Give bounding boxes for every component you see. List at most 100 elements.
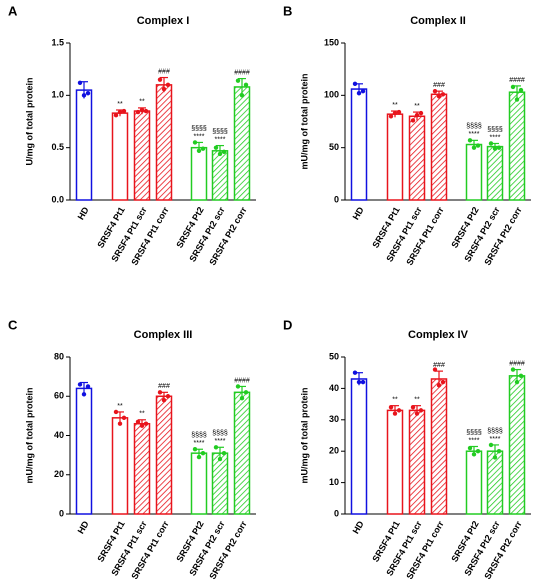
significance: ### bbox=[158, 383, 170, 390]
y-tick-label: 30 bbox=[329, 414, 339, 424]
significance: **** bbox=[490, 436, 501, 443]
y-axis-label: mU/mg of total protein bbox=[299, 388, 309, 484]
data-point bbox=[418, 110, 424, 116]
data-point bbox=[410, 118, 416, 123]
y-tick-label: 0 bbox=[334, 194, 339, 204]
y-tick-label: 0 bbox=[334, 508, 339, 518]
data-point bbox=[139, 107, 145, 113]
x-tick-label: HD bbox=[76, 519, 91, 536]
y-tick-label: 0.0 bbox=[51, 194, 64, 204]
chart-title: Complex II bbox=[410, 15, 466, 27]
bar bbox=[75, 89, 93, 201]
data-point bbox=[514, 379, 520, 385]
significance: #### bbox=[234, 377, 250, 384]
significance: ** bbox=[139, 99, 145, 106]
data-point bbox=[192, 140, 198, 145]
significance: **** bbox=[490, 134, 501, 141]
data-point bbox=[510, 84, 516, 90]
data-point bbox=[235, 78, 241, 83]
y-tick-label: 60 bbox=[54, 391, 64, 401]
y-axis-label: mU/mg of total protein bbox=[299, 74, 309, 170]
data-point bbox=[161, 86, 167, 92]
bar bbox=[233, 86, 251, 201]
significance: **** bbox=[194, 440, 205, 447]
data-point bbox=[488, 141, 494, 146]
data-point bbox=[518, 373, 524, 379]
data-point bbox=[157, 77, 163, 82]
bar bbox=[133, 110, 151, 201]
bar bbox=[155, 84, 173, 201]
data-point bbox=[117, 109, 123, 115]
y-tick-label: 20 bbox=[54, 469, 64, 479]
bar bbox=[486, 145, 504, 201]
significance: **** bbox=[469, 131, 480, 138]
data-point bbox=[217, 456, 223, 462]
data-point bbox=[475, 143, 481, 148]
significance: ### bbox=[158, 68, 170, 75]
data-point bbox=[217, 151, 223, 157]
bar bbox=[233, 391, 251, 515]
data-point bbox=[356, 91, 362, 96]
chart-title: Complex I bbox=[137, 15, 190, 27]
x-tick-label: HD bbox=[351, 205, 366, 222]
data-point bbox=[213, 145, 219, 150]
y-tick-label: 40 bbox=[329, 383, 339, 393]
bar bbox=[430, 378, 448, 515]
data-point bbox=[471, 145, 477, 150]
data-point bbox=[414, 411, 420, 416]
data-point bbox=[410, 405, 416, 410]
bar bbox=[111, 112, 129, 201]
significance: ** bbox=[139, 411, 145, 418]
significance: **** bbox=[215, 438, 226, 445]
data-point bbox=[471, 452, 477, 457]
data-point bbox=[157, 390, 163, 395]
x-tick-label: HD bbox=[76, 205, 91, 222]
data-point bbox=[143, 108, 149, 114]
data-point bbox=[440, 379, 446, 385]
y-tick-label: 100 bbox=[324, 90, 339, 100]
bar bbox=[408, 115, 426, 201]
y-tick-label: 50 bbox=[329, 142, 339, 152]
significance: §§§§ bbox=[466, 429, 482, 436]
data-point bbox=[496, 145, 502, 150]
significance: §§§§ bbox=[191, 432, 207, 439]
bar bbox=[155, 395, 173, 515]
panel-letter: A bbox=[8, 3, 18, 18]
data-point bbox=[436, 94, 442, 99]
data-point bbox=[496, 449, 502, 454]
bar bbox=[350, 88, 368, 201]
data-point bbox=[488, 442, 494, 448]
bar bbox=[386, 113, 404, 201]
y-axis-label: mU/mg of total protein bbox=[24, 388, 34, 484]
data-point bbox=[440, 92, 446, 97]
data-point bbox=[392, 411, 398, 416]
data-point bbox=[475, 449, 481, 454]
data-point bbox=[492, 146, 498, 151]
data-point bbox=[143, 421, 149, 426]
significance: ** bbox=[414, 103, 420, 110]
data-point bbox=[213, 445, 219, 450]
significance: ### bbox=[433, 82, 445, 89]
x-tick-label: HD bbox=[351, 519, 366, 536]
significance: ### bbox=[433, 362, 445, 369]
bar bbox=[111, 417, 129, 515]
y-tick-label: 40 bbox=[54, 430, 64, 440]
data-point bbox=[196, 148, 202, 154]
significance: §§§§ bbox=[191, 125, 207, 132]
data-point bbox=[239, 93, 245, 98]
data-point bbox=[352, 81, 358, 87]
bar bbox=[211, 452, 229, 515]
data-point bbox=[77, 382, 83, 387]
significance: **** bbox=[215, 136, 226, 143]
bar bbox=[211, 150, 229, 201]
data-point bbox=[352, 370, 358, 375]
y-tick-label: 80 bbox=[54, 351, 64, 361]
significance: #### bbox=[509, 360, 525, 367]
y-tick-label: 0.5 bbox=[51, 142, 64, 152]
bar bbox=[190, 146, 208, 201]
data-point bbox=[135, 109, 141, 115]
data-point bbox=[77, 80, 83, 85]
data-point bbox=[418, 408, 424, 413]
y-tick-label: 0 bbox=[59, 508, 64, 518]
bar bbox=[465, 143, 483, 201]
